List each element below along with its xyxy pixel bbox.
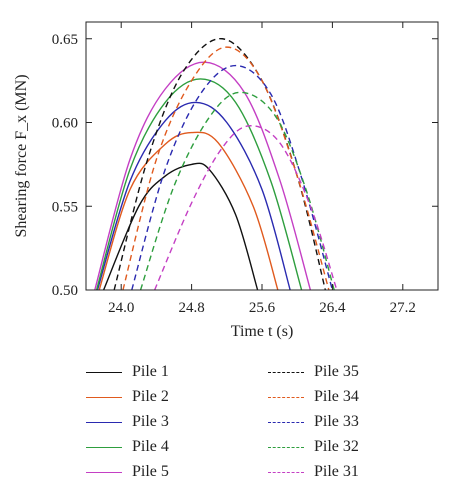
series-line-pile-32 [139,91,335,290]
legend-item: Pile 32 [268,437,359,457]
legend-swatch [268,396,304,398]
legend-item: Pile 1 [86,362,169,382]
legend-item: Pile 35 [268,362,359,382]
legend-swatch [268,371,304,373]
legend-item: Pile 34 [268,387,359,407]
series-line-pile-4 [95,78,303,290]
legend-swatch [86,371,122,373]
x-tick-label: 26.4 [319,300,346,316]
legend-item: Pile 31 [268,462,359,482]
axes-layer: 24.0 24.8 25.6 26.4 27.2 0.50 0.55 0.60 0.65 [52,21,439,316]
legend-label: Pile 5 [132,463,169,480]
y-tick-label: 0.55 [52,199,78,215]
y-tick-label: 0.60 [52,116,78,132]
legend-label: Pile 33 [314,413,359,430]
x-axis-label: Time t (s) [231,323,294,340]
legend-swatch [86,446,122,448]
x-tick-label: 25.6 [249,300,276,316]
y-tick-label: 0.65 [52,32,78,48]
legend-item: Pile 4 [86,437,169,457]
y-tick-label: 0.50 [52,283,78,299]
legend-swatch [268,471,304,473]
legend-swatch [86,396,122,398]
x-tick-label: 24.8 [178,300,204,316]
series-line-pile-31 [153,125,338,290]
x-tick-label: 24.0 [108,300,134,316]
legend-swatch [268,421,304,423]
series-line-pile-2 [98,131,279,290]
legend-label: Pile 4 [132,438,169,455]
x-tick-label: 27.2 [390,300,416,316]
legend-swatch [86,421,122,423]
series-line-pile-1 [102,162,259,290]
legend-swatch [268,446,304,448]
series-line-pile-3 [96,101,291,290]
y-axis-label: Shearing force F_x (MN) [13,74,30,237]
legend-item: Pile 3 [86,412,169,432]
legend-label: Pile 3 [132,413,169,430]
legend-label: Pile 32 [314,438,359,455]
series-line-pile-34 [122,46,330,290]
legend-swatch [86,471,122,473]
legend-label: Pile 2 [132,388,169,405]
legend-label: Pile 35 [314,363,359,380]
series-layer [94,38,338,290]
legend-label: Pile 34 [314,388,359,405]
legend-item: Pile 2 [86,387,169,407]
legend-label: Pile 1 [132,363,169,380]
legend-item: Pile 33 [268,412,359,432]
legend-item: Pile 5 [86,462,169,482]
legend-label: Pile 31 [314,463,359,480]
